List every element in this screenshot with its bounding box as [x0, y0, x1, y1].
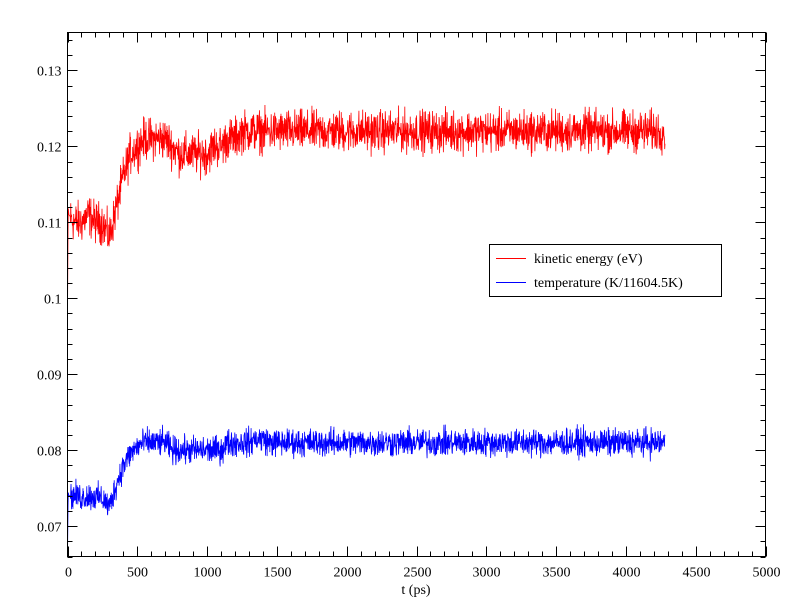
x-tick-label: 3000: [473, 566, 501, 581]
y-tick-label: 0.1: [44, 293, 62, 308]
legend-box: [489, 244, 722, 297]
series-line-1: [67, 424, 666, 557]
x-tick-label: 2500: [404, 566, 432, 581]
legend: kinetic energy (eV) temperature (K/11604…: [489, 244, 722, 297]
x-tick-label: 1000: [194, 566, 222, 581]
y-tick-label: 0.09: [37, 369, 62, 384]
x-tick-label: 4500: [683, 566, 711, 581]
series-line-0: [67, 105, 666, 314]
legend-label-kinetic-energy: kinetic energy (eV): [534, 252, 643, 267]
y-tick-label: 0.07: [37, 521, 62, 536]
y-tick-label: 0.11: [38, 217, 62, 232]
x-tick-label: 2000: [334, 566, 362, 581]
x-tick-label: 4000: [613, 566, 641, 581]
tick-labels: 0 500 1000 1500 2000 2500 3000 3500 4000 4500 5000…: [37, 65, 781, 581]
x-tick-label: 5000: [753, 566, 781, 581]
x-tick-label: 3500: [543, 566, 571, 581]
ticks-layer: [67, 32, 767, 558]
x-tick-label: 0: [65, 566, 72, 581]
y-tick-label: 0.13: [37, 65, 62, 80]
legend-label-temperature: temperature (K/11604.5K): [534, 276, 683, 291]
plot-frame: [67, 32, 766, 557]
x-tick-label: 500: [127, 566, 148, 581]
series-layer: [67, 105, 666, 557]
x-axis-title: t (ps): [401, 583, 431, 598]
x-tick-label: 1500: [264, 566, 292, 581]
y-tick-label: 0.12: [37, 141, 62, 156]
y-tick-label: 0.08: [37, 445, 62, 460]
